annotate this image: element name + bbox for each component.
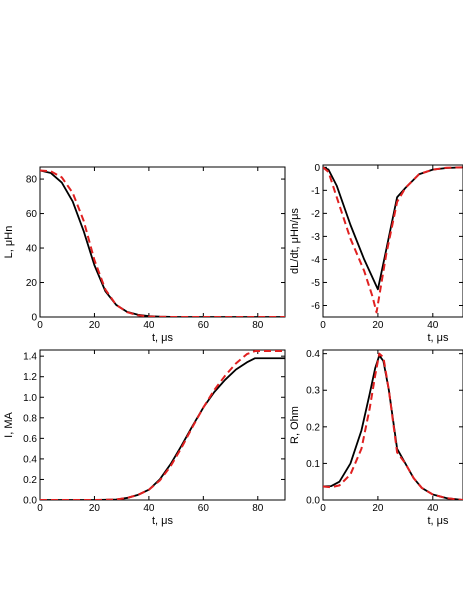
y-tick-label: 0.2 <box>306 422 320 433</box>
y-tick-label: 0.0 <box>306 496 320 507</box>
plot-frame <box>39 166 286 318</box>
x-axis-label: t, μs <box>152 515 174 527</box>
x-tick-label: 40 <box>143 503 155 514</box>
series-line-dashed-red <box>323 352 463 500</box>
x-tick-label: 80 <box>252 320 264 331</box>
x-axis-label: t, μs <box>152 332 174 344</box>
x-tick-label: 20 <box>89 320 101 331</box>
series-line-dashed-red <box>40 350 285 500</box>
x-axis-label: t, μs <box>427 332 449 344</box>
y-tick-label: -2 <box>311 209 320 220</box>
x-tick-label: 80 <box>252 503 264 514</box>
y-tick-label: 0 <box>31 313 37 324</box>
x-tick-label: 60 <box>198 503 210 514</box>
x-tick-label: 0 <box>37 503 43 514</box>
y-tick-label: 1.2 <box>23 372 37 383</box>
y-tick-label: 0.2 <box>23 475 37 486</box>
y-tick-label: 0.6 <box>23 434 37 445</box>
y-axis-label: L, μHn <box>3 226 15 259</box>
plot-frame <box>322 164 463 318</box>
y-tick-label: 0.1 <box>306 459 320 470</box>
chart-panel-I: 0 20 40 60 80 0.0 0.2 0.4 0.6 0.8 1.0 1.2 1.4 t, μs I,… <box>3 349 286 527</box>
y-tick-label: 0 <box>314 163 320 174</box>
y-tick-label: 80 <box>26 175 38 186</box>
y-tick-label: -6 <box>311 301 320 312</box>
y-tick-label: -1 <box>311 186 320 197</box>
y-axis-label: dL/dt, μHn/μs <box>289 208 301 274</box>
y-tick-label: 1.4 <box>23 352 37 363</box>
y-tick-label: -3 <box>311 232 320 243</box>
x-tick-label: 20 <box>89 503 101 514</box>
y-tick-label: 40 <box>26 244 38 255</box>
y-tick-label: 20 <box>26 278 38 289</box>
series-line-solid-black <box>323 166 463 291</box>
y-tick-label: 0.0 <box>23 496 37 507</box>
y-tick-label: 0.4 <box>306 349 320 360</box>
plot-frame <box>322 349 463 501</box>
series-line-solid-black <box>40 169 285 317</box>
y-tick-label: 0.3 <box>306 386 320 397</box>
y-axis-label: I, MA <box>3 412 15 438</box>
x-tick-label: 0 <box>37 320 43 331</box>
plot-frame <box>39 349 286 501</box>
series-line-dashed-red <box>40 169 285 317</box>
x-tick-label: 60 <box>198 320 210 331</box>
y-tick-label: 1.0 <box>23 393 37 404</box>
y-tick-label: -5 <box>311 278 320 289</box>
x-tick-label: 40 <box>143 320 155 331</box>
chart-panel-dLdt: 0 20 40 0 -1 -2 -3 -4 -5 -6 t, μs dL/dt, μHn/μs <box>289 163 463 344</box>
x-tick-label: 0 <box>320 320 326 331</box>
x-tick-label: 40 <box>427 320 439 331</box>
x-tick-label: 20 <box>372 503 384 514</box>
x-tick-label: 0 <box>320 503 326 514</box>
y-tick-label: 0.8 <box>23 413 37 424</box>
series-line-solid-black <box>40 357 285 500</box>
chart-panel-L: 0 20 40 60 80 0 20 40 60 80 t, μs L, μHn <box>3 166 286 344</box>
y-tick-label: 60 <box>26 209 38 220</box>
series-line-dashed-red <box>323 166 463 314</box>
x-tick-label: 40 <box>427 503 439 514</box>
y-axis-label: R, Ohm <box>289 406 301 444</box>
y-tick-label: 0.4 <box>23 454 37 465</box>
x-axis-label: t, μs <box>427 515 449 527</box>
x-tick-label: 20 <box>372 320 384 331</box>
y-tick-label: -4 <box>311 255 320 266</box>
chart-panel-R: 0 20 40 0.0 0.1 0.2 0.3 0.4 t, μs R, Ohm <box>289 349 463 527</box>
